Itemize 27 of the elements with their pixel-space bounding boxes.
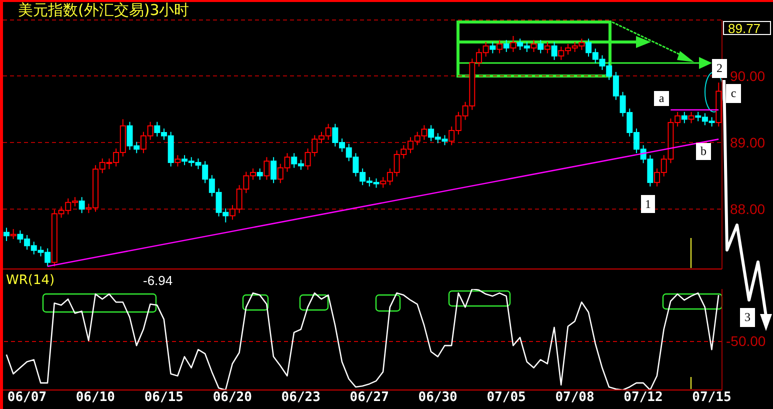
x-tick-label: 06/10: [76, 390, 116, 406]
x-tick-label: 06/23: [281, 390, 320, 406]
annotation: 1: [641, 195, 655, 213]
y-tick-label: 88.00: [730, 201, 766, 218]
annotation: b: [696, 143, 711, 160]
text: -6.94: [143, 273, 173, 288]
chart-title: 美元指数(外汇交易)3小时: [18, 1, 190, 20]
candlestick: [4, 227, 10, 242]
x-tick-label: 06/27: [350, 390, 389, 406]
x-tick-label: 07/05: [486, 390, 526, 406]
x-tick-label: 07/08: [555, 390, 595, 406]
x-tick-label: 06/15: [144, 390, 184, 406]
y-tick-label: 90.00: [730, 68, 766, 84]
candlestick: [10, 228, 16, 240]
x-tick-label: 07/15: [692, 390, 732, 406]
text: 89.77: [723, 21, 771, 36]
chart-title: WR(14): [6, 273, 55, 288]
x-tick-label: 07/12: [624, 390, 663, 406]
y-tick-label: 89.00: [730, 134, 766, 150]
text: -50.00: [726, 333, 766, 349]
text: 3: [740, 308, 755, 327]
x-tick-label: 06/30: [418, 390, 458, 406]
x-tick-label: 06/07: [7, 390, 47, 406]
text: c: [726, 84, 741, 103]
x-tick-label: 06/20: [212, 390, 252, 406]
annotation: a: [654, 91, 669, 106]
annotation: 2: [712, 59, 727, 78]
